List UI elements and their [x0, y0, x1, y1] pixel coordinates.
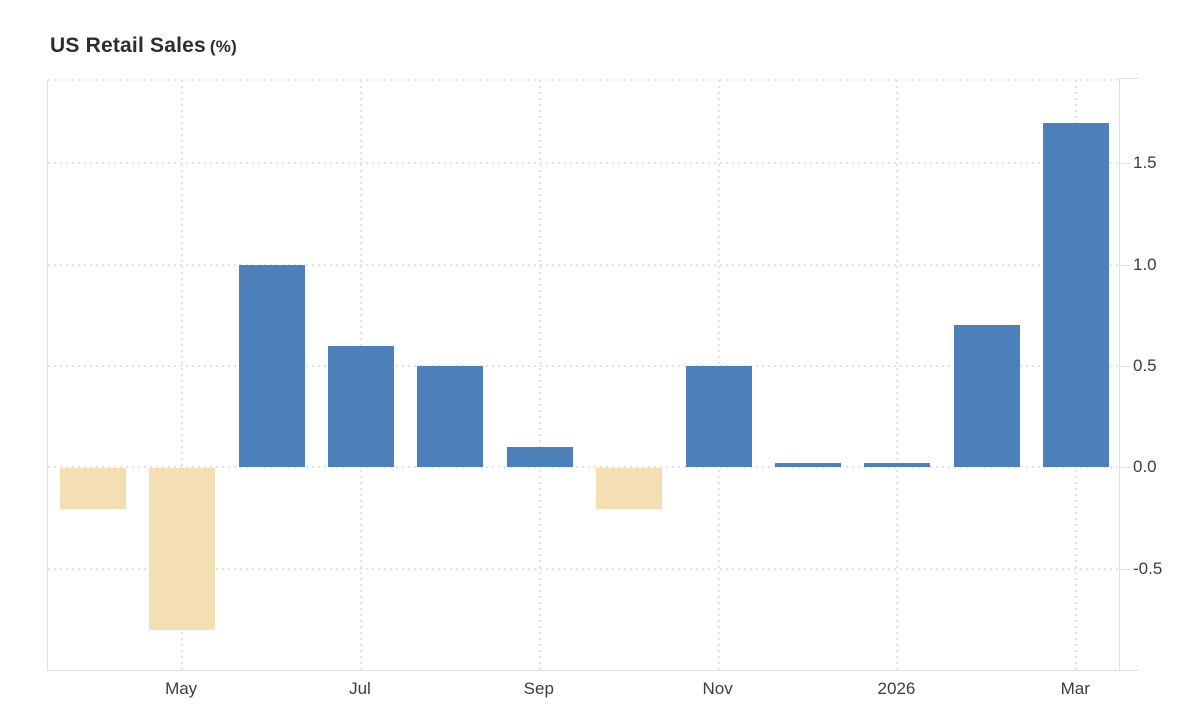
y-tick-0	[1119, 467, 1130, 469]
bar-May[interactable]	[149, 468, 216, 631]
bar-Aug[interactable]	[417, 365, 484, 468]
y-axis-line	[1119, 79, 1120, 671]
y-tick-1.5	[1119, 163, 1130, 165]
gridline-y-0	[48, 466, 1121, 469]
plot-area	[47, 79, 1121, 671]
y-axis-top-tick	[1119, 78, 1138, 79]
y-tick-label-1.5: 1.5	[1133, 153, 1157, 173]
bar-Nov[interactable]	[685, 365, 752, 468]
y-tick-label-1: 1.0	[1133, 254, 1157, 274]
x-tick-label-May: May	[165, 679, 198, 698]
gridline-y-1	[48, 263, 1121, 266]
y-tick-0.5	[1119, 365, 1130, 367]
x-tick-label-Mar: Mar	[1060, 679, 1090, 698]
plot-top-border	[48, 79, 1121, 81]
bar-Mar[interactable]	[1043, 122, 1110, 468]
x-tick-label-2026: 2026	[877, 679, 916, 698]
gridline-y-1.5	[48, 162, 1121, 165]
chart-title-unit: (%)	[209, 37, 237, 56]
y-tick--0.5	[1119, 568, 1130, 570]
chart-title: US Retail Sales (%)	[50, 34, 237, 59]
bar-Feb[interactable]	[953, 325, 1020, 468]
y-tick-label-0: 0.0	[1133, 457, 1157, 477]
bar-Jan[interactable]	[864, 463, 931, 468]
y-tick-label-0.5: 0.5	[1133, 355, 1157, 375]
bar-Apr[interactable]	[59, 468, 126, 509]
bar-Sep[interactable]	[506, 446, 573, 468]
x-tick-label-Sep: Sep	[523, 679, 554, 698]
bar-Oct[interactable]	[596, 468, 663, 509]
gridline-x-2026	[896, 80, 899, 670]
y-tick-label--0.5: -0.5	[1133, 558, 1163, 578]
bar-Dec[interactable]	[775, 463, 842, 468]
gridline-x-Sep	[538, 80, 541, 670]
y-axis-bottom-tick	[1119, 670, 1138, 671]
y-tick-1	[1119, 264, 1130, 266]
gridline-y-0.5	[48, 364, 1121, 367]
bar-Jun[interactable]	[238, 264, 305, 468]
chart-title-text: US Retail Sales	[50, 34, 206, 57]
x-tick-label-Nov: Nov	[702, 679, 733, 698]
gridline-x-May	[181, 80, 184, 670]
bar-Jul[interactable]	[327, 345, 394, 468]
x-tick-label-Jul: Jul	[349, 679, 371, 698]
gridline-y--0.5	[48, 567, 1121, 570]
